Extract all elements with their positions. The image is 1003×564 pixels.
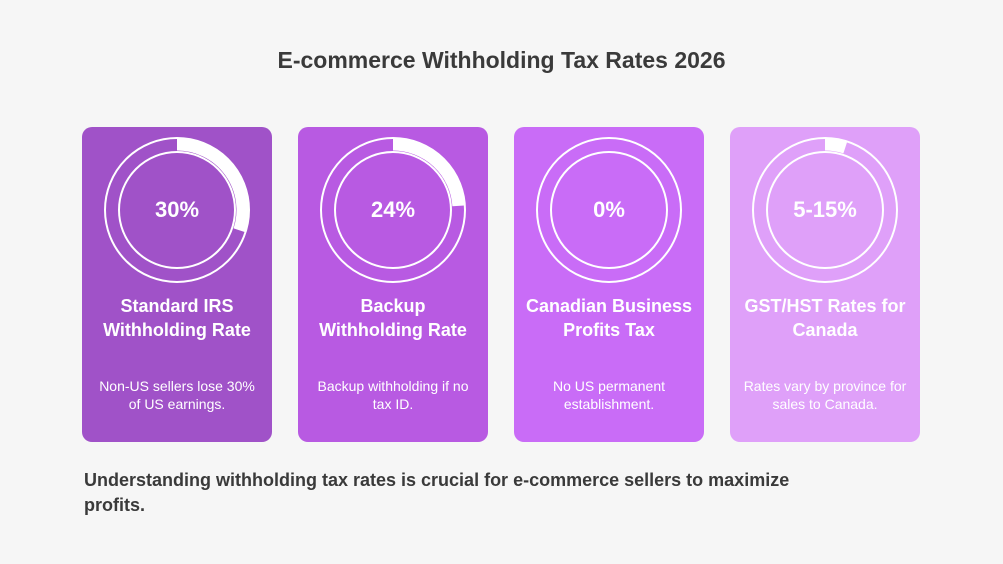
inner-ring — [550, 151, 668, 269]
card-description: Non-US sellers lose 30% of US earnings. — [99, 378, 255, 412]
page-title: E-commerce Withholding Tax Rates 2026 — [277, 47, 726, 73]
progress-ring — [320, 137, 466, 283]
inner-ring — [766, 151, 884, 269]
rate-card: 24% Backup Withholding Rate Backup withh… — [298, 127, 488, 442]
rate-card: 5-15% GST/HST Rates for Canada Rates var… — [730, 127, 920, 442]
outer-ring — [536, 137, 682, 283]
inner-ring — [334, 151, 452, 269]
rate-value: 0% — [593, 197, 625, 222]
card-label: GST/HST Rates for Canada — [744, 296, 906, 340]
rate-value: 24% — [370, 197, 416, 222]
card-description: No US permanent establishment. — [552, 378, 666, 412]
progress-ring — [536, 137, 682, 283]
progress-arc — [824, 138, 848, 154]
outer-ring — [320, 137, 466, 283]
card-label: Standard IRS Withholding Rate — [103, 296, 251, 340]
outer-ring — [104, 137, 250, 283]
rate-card: 30% Standard IRS Withholding Rate Non-US… — [82, 127, 272, 442]
progress-arc — [392, 138, 465, 207]
rate-card: 0% Canadian Business Profits Tax No US p… — [514, 127, 704, 442]
rate-value: 5-15% — [793, 197, 857, 222]
card-description: Backup withholding if no tax ID. — [317, 378, 469, 412]
footer-note: Understanding withholding tax rates is c… — [84, 470, 790, 515]
outer-ring — [752, 137, 898, 283]
progress-arc — [176, 138, 249, 233]
card-label: Canadian Business Profits Tax — [525, 296, 693, 340]
progress-ring — [104, 137, 250, 283]
rate-value: 30% — [154, 197, 200, 222]
card-description: Rates vary by province for sales to Cana… — [743, 378, 907, 412]
card-label: Backup Withholding Rate — [319, 296, 467, 340]
progress-ring — [752, 137, 898, 283]
inner-ring — [118, 151, 236, 269]
